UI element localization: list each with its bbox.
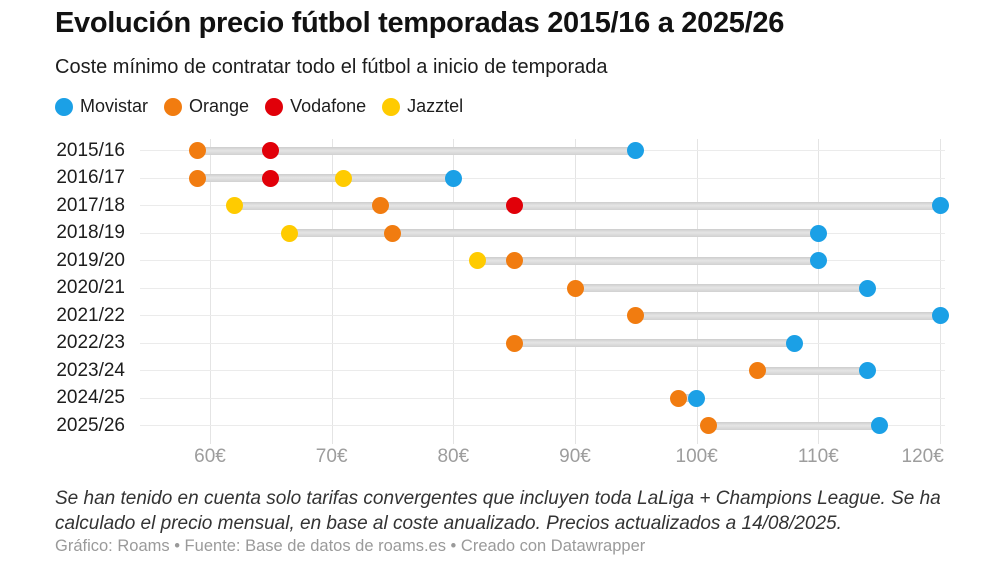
dot-movistar[interactable] <box>444 169 462 187</box>
legend: Movistar Orange Vodafone Jazztel <box>55 96 463 117</box>
dot-movistar[interactable] <box>627 142 645 159</box>
legend-item-jazztel: Jazztel <box>382 96 463 117</box>
dot-movistar[interactable] <box>809 252 827 269</box>
season-label: 2019/20 <box>56 249 125 271</box>
legend-dot-icon <box>55 97 73 116</box>
x-tick-label: 100€ <box>675 446 718 467</box>
legend-dot-icon <box>382 97 401 116</box>
row-baseline <box>140 177 945 179</box>
range-bar <box>197 146 636 155</box>
x-gridline <box>331 139 333 444</box>
dot-orange[interactable] <box>505 252 523 269</box>
dot-orange[interactable] <box>700 417 718 434</box>
range-bar <box>678 394 697 402</box>
x-tick-label: 80€ <box>437 446 470 467</box>
row-baseline <box>140 397 945 399</box>
x-gridline <box>210 139 211 444</box>
row-baseline <box>140 287 945 289</box>
dot-orange[interactable] <box>566 279 584 297</box>
dot-movistar[interactable] <box>931 197 949 214</box>
range-bar <box>757 366 867 375</box>
x-gridline <box>940 139 941 444</box>
legend-item-orange: Orange <box>164 96 249 117</box>
dot-orange[interactable] <box>384 224 401 242</box>
credit-line: Gráfico: Roams • Fuente: Base de datos d… <box>55 537 646 555</box>
x-tick-label: 110€ <box>797 446 839 467</box>
dot-movistar[interactable] <box>688 389 706 407</box>
dot-movistar[interactable] <box>931 307 949 324</box>
legend-label: Orange <box>189 96 250 116</box>
legend-dot-icon <box>164 97 183 116</box>
range-bar <box>708 421 880 430</box>
x-tick-label: 90€ <box>559 446 591 467</box>
legend-item-vodafone: Vodafone <box>265 96 366 117</box>
row-baseline <box>140 315 945 316</box>
range-bar <box>514 339 794 347</box>
range-bar <box>477 256 819 265</box>
legend-label: Movistar <box>80 96 149 116</box>
season-label: 2023/24 <box>56 359 125 381</box>
legend-dot-icon <box>265 97 284 116</box>
range-bar <box>635 311 940 320</box>
season-label: 2024/25 <box>56 387 125 408</box>
season-label: 2018/19 <box>56 222 125 243</box>
dot-movistar[interactable] <box>809 224 827 242</box>
dot-movistar[interactable] <box>785 334 803 352</box>
dot-orange[interactable] <box>189 169 207 187</box>
dot-jazztel[interactable] <box>335 169 353 187</box>
x-tick-label: 60€ <box>194 446 226 467</box>
season-label: 2020/21 <box>56 277 125 298</box>
chart-subtitle: Coste mínimo de contratar todo el fútbol… <box>55 56 608 78</box>
footnote: Se han tenido en cuenta solo tarifas con… <box>55 488 941 534</box>
chart-title: Evolución precio fútbol temporadas 2015/… <box>55 7 785 39</box>
row-baseline <box>140 370 945 371</box>
legend-label: Vodafone <box>290 96 367 116</box>
dot-vodafone[interactable] <box>262 169 280 187</box>
season-label: 2015/16 <box>56 139 125 161</box>
dot-jazztel[interactable] <box>469 252 487 269</box>
x-tick-label: 70€ <box>315 446 348 467</box>
range-bar <box>197 174 454 182</box>
legend-item-movistar: Movistar <box>55 96 148 117</box>
season-label: 2016/17 <box>56 167 125 188</box>
dot-orange[interactable] <box>669 389 687 407</box>
dot-movistar[interactable] <box>858 279 876 297</box>
range-bar <box>234 201 940 210</box>
dot-orange[interactable] <box>627 307 645 324</box>
range-bar <box>575 284 867 292</box>
dot-vodafone[interactable] <box>505 197 523 214</box>
season-label: 2021/22 <box>56 304 125 326</box>
x-tick-label: 120€ <box>901 446 944 467</box>
dot-orange[interactable] <box>749 362 766 379</box>
dot-orange[interactable] <box>189 142 207 159</box>
dot-vodafone[interactable] <box>262 142 280 159</box>
season-label: 2017/18 <box>56 194 125 216</box>
dot-orange[interactable] <box>371 197 389 214</box>
season-label: 2025/26 <box>56 414 125 436</box>
legend-label: Jazztel <box>407 96 464 116</box>
x-gridline <box>453 139 455 444</box>
dot-orange[interactable] <box>505 334 523 352</box>
dot-jazztel[interactable] <box>225 197 243 214</box>
dot-movistar[interactable] <box>870 417 888 434</box>
season-label: 2022/23 <box>56 332 125 353</box>
dot-jazztel[interactable] <box>280 224 298 242</box>
row-baseline <box>140 425 945 426</box>
range-bar <box>289 229 819 237</box>
dot-movistar[interactable] <box>858 362 876 379</box>
